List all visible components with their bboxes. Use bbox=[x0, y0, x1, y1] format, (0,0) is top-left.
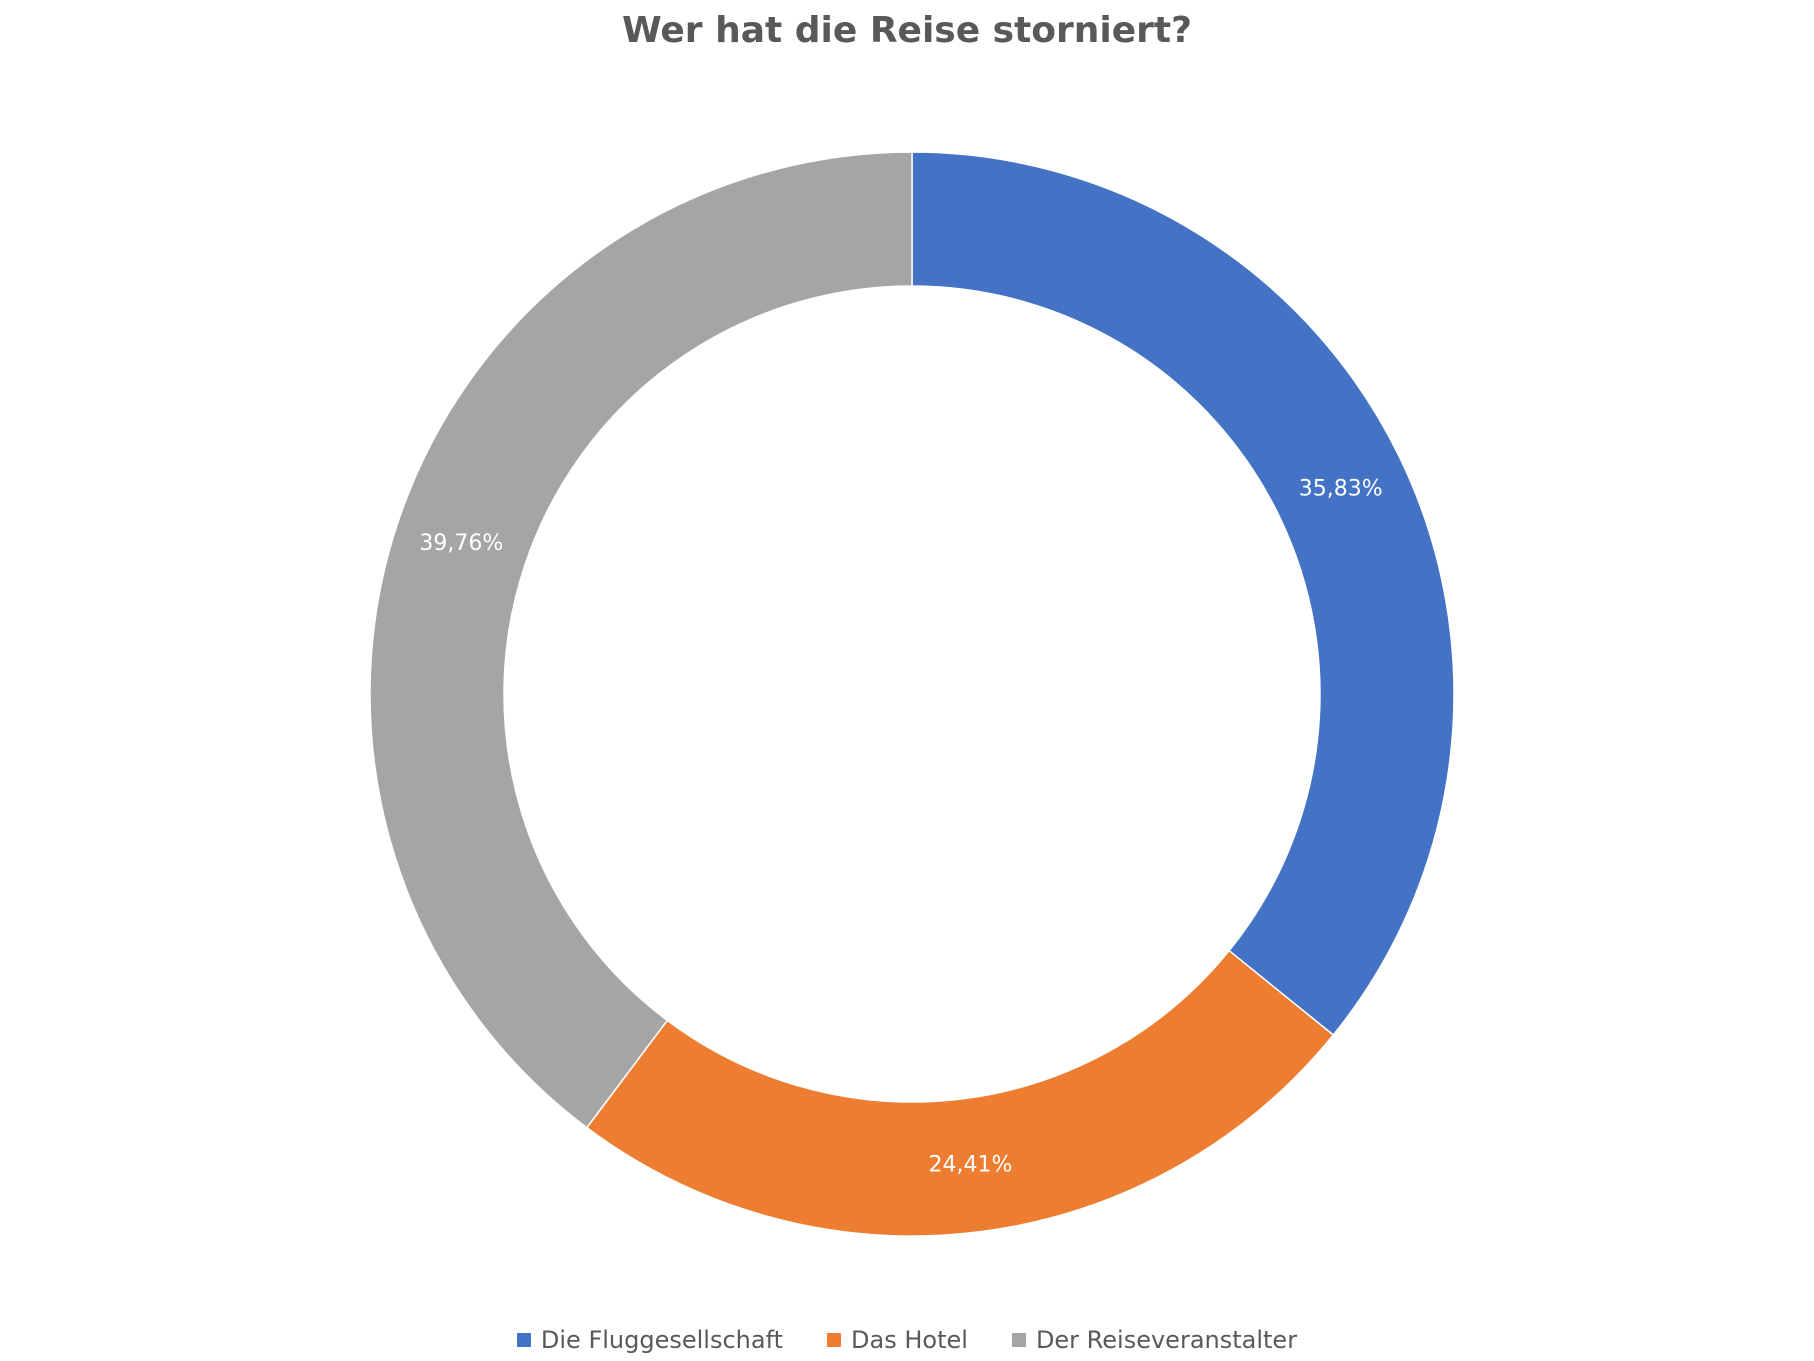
legend-label: Die Fluggesellschaft bbox=[540, 1326, 784, 1354]
data-label-reiseveranstalter: 39,76% bbox=[419, 531, 503, 556]
legend-item-reiseveranstalter: Der Reiseveranstalter bbox=[1011, 1326, 1298, 1354]
data-label-fluggesellschaft: 35,83% bbox=[1299, 476, 1383, 501]
legend-label: Das Hotel bbox=[851, 1326, 968, 1354]
donut-slice-reiseveranstalter bbox=[369, 151, 913, 1129]
donut-slice-hotel bbox=[585, 949, 1335, 1237]
legend-label: Der Reiseveranstalter bbox=[1035, 1326, 1298, 1354]
legend-item-fluggesellschaft: Die Fluggesellschaft bbox=[516, 1326, 784, 1354]
legend-swatch bbox=[1011, 1333, 1026, 1347]
legend-swatch bbox=[516, 1333, 531, 1347]
donut-slice-fluggesellschaft bbox=[911, 151, 1455, 1037]
chart-title: Wer hat die Reise storniert? bbox=[621, 10, 1193, 51]
legend-swatch bbox=[827, 1333, 842, 1347]
legend-item-hotel: Das Hotel bbox=[827, 1326, 968, 1354]
chart-legend: Die Fluggesellschaft Das Hotel Der Reise… bbox=[0, 1325, 1814, 1355]
data-label-hotel: 24,41% bbox=[929, 1152, 1013, 1177]
